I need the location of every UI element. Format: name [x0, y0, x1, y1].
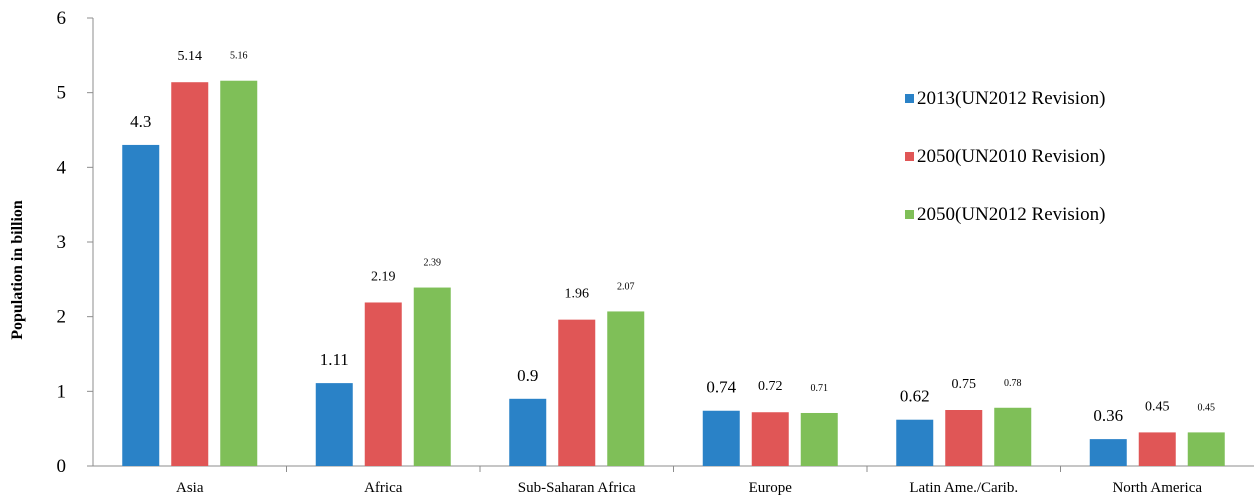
data-label: 0.45 [1198, 402, 1216, 413]
data-label: 2.39 [424, 258, 442, 269]
bar [315, 383, 353, 466]
legend-label: 2050(UN2010 Revision) [917, 146, 1105, 167]
data-label: 0.45 [1145, 399, 1170, 414]
data-label: 1.96 [565, 287, 590, 302]
data-label: 0.74 [706, 378, 736, 397]
bar [702, 410, 740, 466]
data-label: 0.36 [1093, 406, 1123, 425]
bar [800, 412, 838, 466]
bar [607, 311, 645, 466]
legend-swatch [905, 152, 914, 161]
bar [1187, 432, 1225, 466]
data-label: 5.16 [230, 51, 248, 62]
y-tick-label: 5 [57, 83, 67, 104]
bar [751, 412, 789, 466]
data-label: 0.9 [517, 366, 538, 385]
y-tick-label: 6 [57, 8, 67, 29]
data-label: 0.62 [900, 387, 930, 406]
bars: 4.3 5.14 5.16 1.11 2.19 2.39 0.9 1.96 2.07 0.74 0.… [122, 49, 1225, 467]
y-tick-label: 0 [57, 456, 67, 477]
x-category-label: Africa [364, 480, 403, 496]
legend: 2013(UN2012 Revision) 2050(UN2010 Revisio… [905, 88, 1105, 225]
bar [220, 80, 258, 466]
bar [994, 407, 1032, 466]
y-axis-label: Population in billion [9, 200, 26, 340]
data-label: 0.71 [811, 383, 829, 394]
bar [171, 82, 209, 467]
x-category-label: Europe [749, 480, 793, 496]
bar [1089, 439, 1127, 466]
bar [509, 398, 547, 466]
legend-label: 2050(UN2012 Revision) [917, 204, 1105, 225]
bar [364, 302, 402, 466]
bar [413, 287, 451, 466]
y-tick-label: 2 [57, 307, 67, 328]
y-tick-label: 4 [57, 157, 67, 178]
bar [945, 410, 983, 466]
legend-swatch [905, 94, 914, 103]
x-category-label: Latin Ame./Carib. [909, 480, 1018, 496]
x-category-label: Asia [176, 480, 204, 496]
data-label: 4.3 [130, 112, 151, 131]
data-label: 1.11 [320, 350, 349, 369]
x-category-label: Sub-Saharan Africa [518, 480, 636, 496]
y-tick-label: 1 [57, 381, 67, 402]
data-label: 2.07 [617, 281, 635, 292]
data-label: 5.14 [178, 49, 203, 64]
legend-swatch [905, 210, 914, 219]
data-label: 0.75 [952, 377, 977, 392]
legend-label: 2013(UN2012 Revision) [917, 88, 1105, 109]
bar [1138, 432, 1176, 466]
data-label: 0.72 [758, 379, 783, 394]
data-label: 0.78 [1004, 378, 1022, 389]
data-label: 2.19 [371, 269, 396, 284]
y-tick-label: 3 [57, 232, 67, 253]
bar [558, 319, 596, 466]
x-category-label: North America [1112, 480, 1202, 496]
bar [122, 144, 160, 466]
axes: 0 1 2 3 4 5 6 Asia Africa Sub-Saharan Africa Europ… [57, 8, 1254, 496]
bar [896, 419, 934, 466]
